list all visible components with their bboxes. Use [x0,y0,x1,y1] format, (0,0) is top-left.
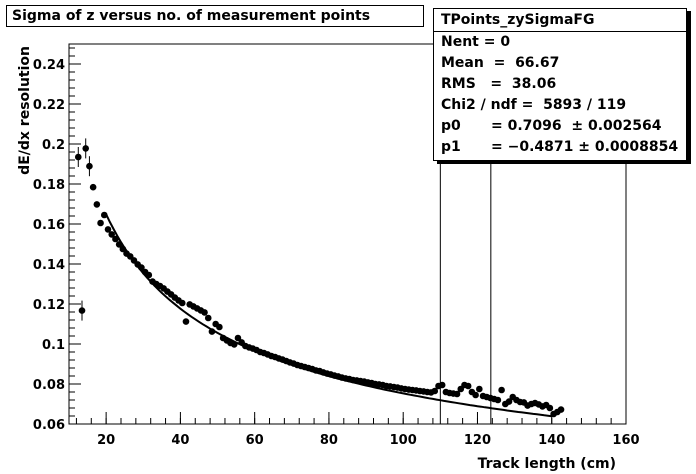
x-tick-label: 60 [246,433,264,448]
data-point [494,396,502,404]
data-point [78,307,86,314]
x-tick-label: 160 [612,433,639,448]
stats-row-chi2-label: Chi2 / ndf = 5893 / 119 [441,97,627,113]
stats-row-entries: Nent = 0 [434,32,686,53]
x-tick-label: 120 [464,433,491,448]
stats-row-p0-value: = 0.7096 ± 0.002564 [491,118,662,134]
data-point [208,328,216,335]
data-point [234,334,242,342]
y-tick-label: 0.06 [33,418,65,433]
data-point [93,201,101,208]
data-point [201,309,208,316]
data-point [115,241,123,248]
stats-row-p1: p1 = −0.4871 ± 0.0008854 [434,137,686,158]
y-tick-label: 0.14 [33,258,65,273]
data-point [178,299,186,307]
data-point [182,318,190,325]
data-point [464,382,472,390]
data-point [74,153,82,161]
stats-row-p0: p0 = 0.7096 ± 0.002564 [434,116,686,137]
x-tick-label: 100 [390,433,417,448]
plot-frame [68,43,627,425]
data-point [216,323,223,331]
x-tick-label: 40 [171,433,189,448]
data-point [112,235,119,243]
stats-box: TPoints_zySigmaFG Nent = 0 Mean = 66.67 … [433,8,687,161]
stats-row-chi2: Chi2 / ndf = 5893 / 119 [434,95,686,116]
data-point [557,406,565,413]
data-point [104,226,112,233]
data-point [86,162,93,170]
stats-row-entries-label: Nent = 0 [441,34,511,50]
y-axis-title: dE/dx resolution [17,46,33,175]
stats-row-rms: RMS = 38.06 [434,74,686,95]
stats-row-p1-label: p1 [441,139,461,155]
data-point [97,219,104,227]
data-point [82,145,90,152]
data-point [100,211,108,219]
data-point [138,264,145,271]
y-tick-label: 0.22 [33,98,65,113]
fit-curve [105,213,552,418]
y-tick-label: 0.08 [33,378,65,393]
stats-row-mean-label: Mean = 66.67 [441,55,560,71]
stats-row-rms-label: RMS = 38.06 [441,76,557,92]
y-tick-label: 0.16 [33,218,65,233]
data-point [145,271,153,279]
y-tick-label: 0.12 [33,298,65,313]
x-axis-title: Track length (cm) [478,456,616,472]
y-tick-label: 0.2 [42,138,65,153]
x-tick-label: 20 [97,433,115,448]
data-point [472,391,479,399]
data-point [546,404,554,412]
data-point [89,183,97,191]
x-tick-label: 140 [538,433,565,448]
y-tick-label: 0.18 [33,178,65,193]
data-point [230,341,238,348]
data-point [108,231,116,238]
stats-row-p1-value: = −0.4871 ± 0.0008854 [491,139,679,155]
data-point [453,390,461,398]
data-point [476,385,483,393]
data-point [119,245,127,253]
x-tick-label: 80 [320,433,338,448]
data-point [204,314,212,322]
data-point [431,387,439,395]
stats-row-p0-label: p0 [441,118,461,134]
y-tick-label: 0.1 [42,338,65,353]
stats-name: TPoints_zySigmaFG [434,9,686,32]
data-point [438,381,446,389]
chart-title: Sigma of z versus no. of measurement poi… [6,5,424,27]
stats-row-mean: Mean = 66.67 [434,53,686,74]
data-point [505,398,513,405]
y-tick-label: 0.24 [33,58,65,73]
data-point [498,386,505,394]
